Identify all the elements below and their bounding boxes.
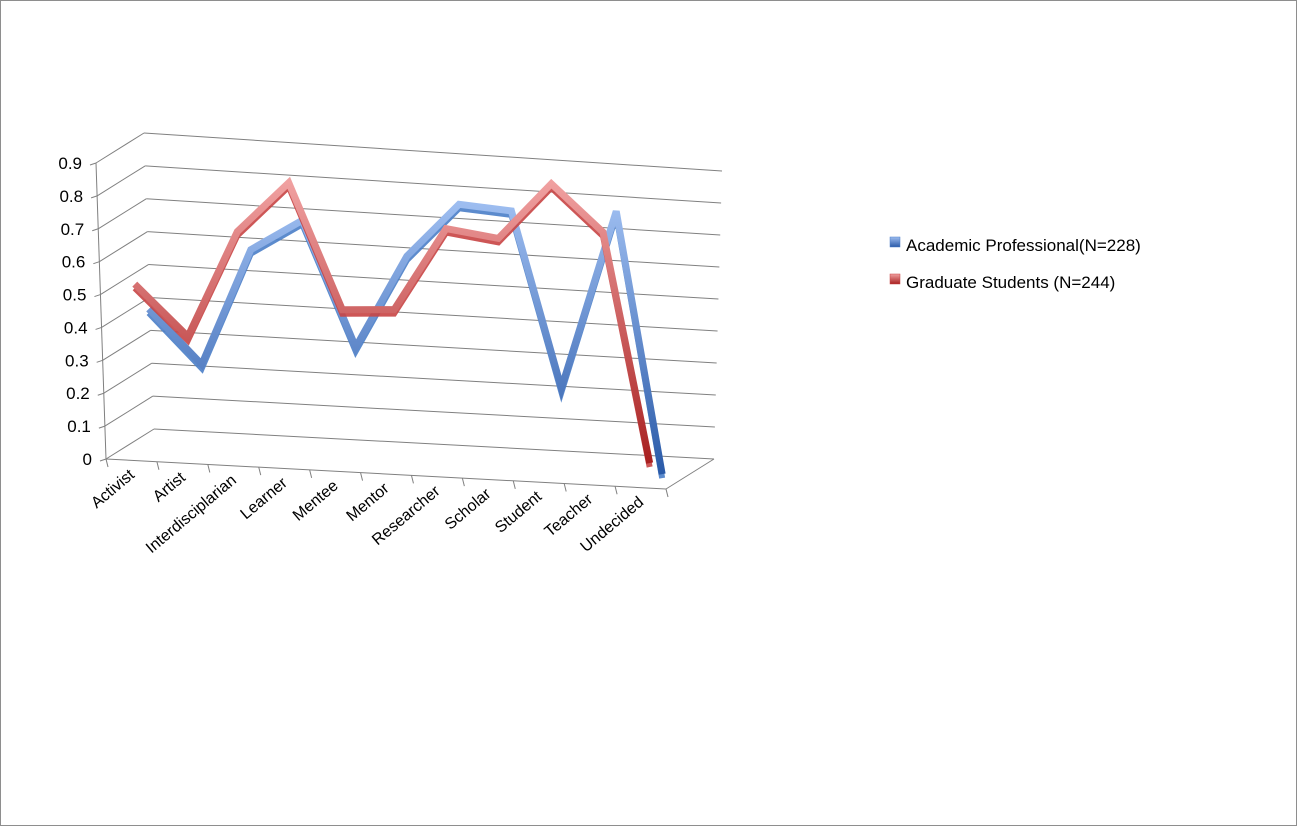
x-tick-label: Artist <box>150 469 189 506</box>
gridline <box>146 198 721 236</box>
y-tick-label: 0.2 <box>66 384 90 403</box>
y-tick-label: 0.1 <box>67 417 91 436</box>
gridline-side <box>99 231 148 263</box>
x-tick-mark <box>410 475 414 484</box>
gridline-side <box>97 198 147 230</box>
legend-swatch <box>889 236 901 248</box>
x-tick-mark <box>563 483 567 492</box>
series-line-body <box>146 200 666 475</box>
series-lines <box>132 176 666 479</box>
y-tick-mark <box>94 294 101 298</box>
y-tick-mark <box>96 359 103 363</box>
y-tick-label: 0.4 <box>64 318 88 337</box>
gridline-side <box>96 165 146 197</box>
x-tick-label: Interdisciplarian <box>143 472 240 557</box>
gridline <box>150 329 717 364</box>
legend-label: Graduate Students (N=244) <box>906 273 1115 292</box>
y-tick-label: 0.7 <box>61 220 85 239</box>
x-axis-line <box>105 458 667 490</box>
y-tick-label: 0.6 <box>62 253 86 272</box>
y-tick-label: 0.8 <box>59 187 83 206</box>
y-axis-ticks: 0 0.1 0.2 0.3 0.4 0.5 0.6 0.7 0.8 0.9 <box>58 154 92 469</box>
y-tick-mark <box>92 228 99 232</box>
legend-swatch <box>889 273 901 285</box>
gridline-side <box>95 132 145 164</box>
y-tick-label: 0.9 <box>58 154 82 173</box>
x-tick-mark <box>360 472 364 481</box>
x-tick-mark <box>156 461 160 470</box>
gridline <box>145 165 722 204</box>
x-tick-mark <box>461 477 465 487</box>
axes <box>95 162 715 498</box>
y-tick-mark <box>90 195 98 199</box>
series-line-shadow <box>132 181 653 468</box>
gridline-side <box>103 362 153 394</box>
y-axis-line <box>95 162 107 460</box>
series-line-body <box>132 176 654 464</box>
x-tick-mark <box>309 469 313 479</box>
y-tick-label: 0.3 <box>65 351 89 370</box>
x-tick-mark <box>665 488 669 498</box>
series-line <box>132 176 654 468</box>
gridline-side <box>105 428 155 460</box>
y-tick-mark <box>99 458 107 462</box>
y-tick-mark <box>89 162 97 166</box>
y-tick-mark <box>98 425 106 429</box>
y-tick-mark <box>93 261 100 265</box>
gridline <box>151 362 716 396</box>
series-line <box>146 200 666 479</box>
y-tick-label: 0 <box>83 450 92 469</box>
floor-edge <box>665 458 715 490</box>
legend-label: Academic Professional(N=228) <box>906 236 1141 255</box>
y-tick-mark <box>95 326 102 330</box>
x-tick-mark <box>105 458 109 468</box>
x-tick-mark <box>207 464 211 473</box>
x-tick-label: Activist <box>88 466 138 512</box>
gridline <box>143 132 723 172</box>
y-tick-label: 0.5 <box>63 286 87 305</box>
x-tick-label: Mentor <box>343 480 393 525</box>
gridline-side <box>104 395 154 427</box>
x-tick-mark <box>614 486 618 495</box>
gridline-side <box>101 297 150 328</box>
x-tick-mark <box>512 480 516 489</box>
y-tick-mark <box>97 392 104 396</box>
gridline <box>152 395 715 428</box>
gridline <box>153 428 715 460</box>
legend: Academic Professional(N=228) Graduate Stu… <box>889 236 1141 292</box>
gridline-side <box>100 264 149 295</box>
x-tick-label: Student <box>492 488 546 537</box>
x-tick-label: Learner <box>238 474 292 523</box>
x-tick-label: Mentee <box>290 477 342 524</box>
x-tick-label: Scholar <box>442 485 495 533</box>
x-tick-mark <box>258 467 262 476</box>
gridline-side <box>102 329 151 361</box>
